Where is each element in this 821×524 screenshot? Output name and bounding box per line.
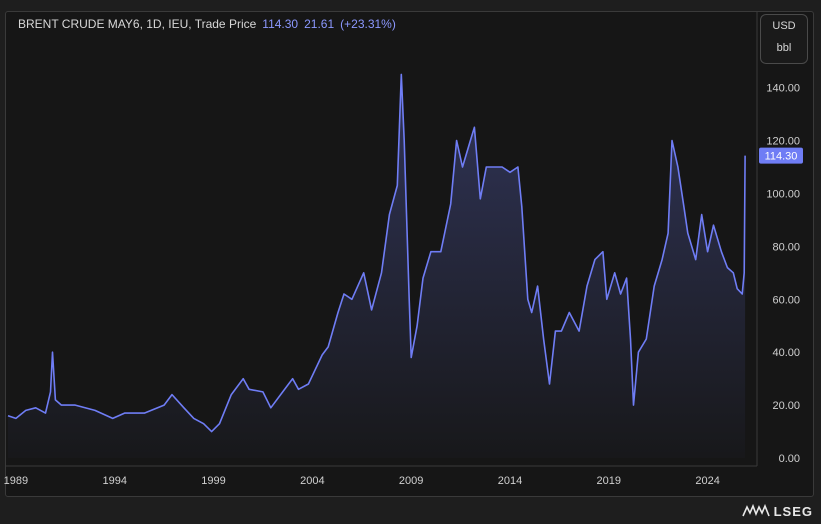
unit-label: bbl	[776, 42, 792, 54]
last-price-tag	[759, 147, 803, 164]
lseg-logo: LSEG	[741, 504, 813, 519]
y-tick-label: 40.00	[772, 347, 800, 359]
price-change: 21.61	[304, 17, 335, 31]
instrument-label: BRENT CRUDE MAY6, 1D, IEU, Trade Price	[18, 17, 257, 31]
unit-selector[interactable]: USD bbl	[760, 14, 808, 64]
y-tick-label: 100.00	[766, 188, 800, 200]
x-tick-label: 1994	[102, 475, 126, 487]
footer-bar	[0, 497, 821, 524]
last-price-tag-label: 114.30	[765, 151, 798, 163]
x-tick-label: 1999	[201, 475, 225, 487]
series-line	[7, 73, 746, 433]
logo-text: LSEG	[773, 504, 813, 519]
y-tick-label: 120.00	[766, 136, 800, 148]
last-price: 114.30	[262, 17, 299, 31]
x-tick-label: 1989	[4, 475, 28, 487]
lseg-mark-icon	[741, 504, 770, 517]
y-tick-label: 140.00	[766, 83, 800, 95]
x-tick-label: 2009	[399, 475, 423, 487]
x-tick-label: 2024	[695, 475, 719, 487]
x-tick-label: 2019	[597, 475, 621, 487]
series-area	[8, 74, 746, 459]
x-tick-label: 2004	[300, 475, 324, 487]
x-tick-label: 2014	[498, 475, 522, 487]
y-tick-label: 0.00	[779, 453, 800, 465]
y-tick-label: 80.00	[772, 241, 800, 253]
chart-header: BRENT CRUDE MAY6, 1D, IEU, Trade Price 11…	[18, 17, 396, 31]
currency-label: USD	[772, 20, 796, 32]
y-tick-label: 20.00	[772, 400, 800, 412]
y-tick-label: 60.00	[772, 294, 800, 306]
price-change-pct: (+23.31%)	[340, 17, 396, 31]
